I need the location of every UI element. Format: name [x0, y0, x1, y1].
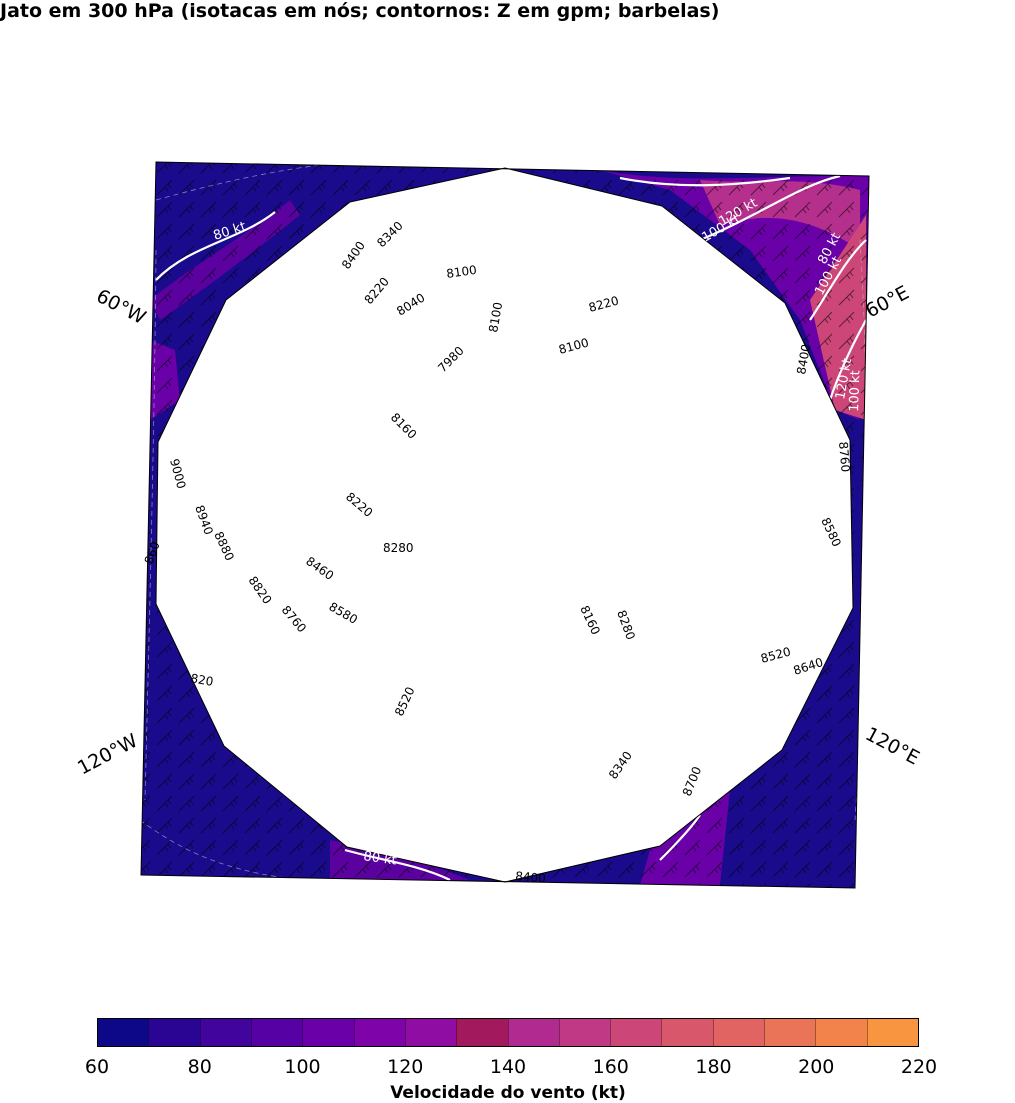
contour-label: 8760 [836, 441, 853, 473]
contour-label: 8400 [794, 343, 813, 376]
contour-label: 820 [189, 671, 214, 689]
colorbar-segment [199, 1019, 251, 1046]
lon-label-60e: 60°E [862, 282, 913, 323]
interior-void [155, 167, 854, 883]
colorbar-tick-label: 140 [489, 1056, 527, 1078]
colorbar-segment [507, 1019, 559, 1046]
colorbar-tick-label: 120 [387, 1056, 424, 1078]
isotach-label: 80 kt [362, 849, 397, 868]
colorbar-segment [661, 1019, 713, 1046]
colorbar-segment [764, 1019, 816, 1046]
colorbar-tick-label: 160 [592, 1056, 629, 1078]
colorbar-segment [610, 1019, 662, 1046]
colorbar-segment [558, 1019, 611, 1046]
isotach-contours [155, 174, 867, 881]
colorbar-segment [404, 1019, 457, 1046]
contour-label: 8280 [383, 541, 414, 555]
colorbar-label: Velocidade do vento (kt) [390, 1083, 626, 1103]
colorbar-tick-label: 60 [84, 1056, 110, 1078]
colorbar-segment [712, 1019, 765, 1046]
colorbar-segment [456, 1019, 508, 1046]
contour-label: 8100 [445, 263, 477, 281]
colorbar-tick-label: 100 [284, 1056, 321, 1078]
contour-label: 8400 [515, 869, 547, 886]
colorbar-segment [98, 1019, 149, 1046]
colorbar-segment [353, 1019, 405, 1046]
colorbar-segment [815, 1019, 867, 1046]
colorbar-segment [250, 1019, 303, 1046]
colorbar-segment [148, 1019, 200, 1046]
lon-label-120e: 120°E [862, 723, 923, 770]
colorbar-segment [866, 1019, 918, 1046]
colorbar-segment [302, 1019, 354, 1046]
contour-label: 8100 [486, 301, 505, 334]
chart-title: Jato em 300 hPa (isotacas em nós; contor… [0, 0, 720, 22]
colorbar-tick-label: 80 [187, 1056, 212, 1078]
isotach-label: 120 kt [833, 357, 855, 401]
colorbar-tick-label: 180 [695, 1056, 732, 1078]
lon-label-60w: 60°W [93, 285, 150, 329]
isotach-label: 100 kt [847, 370, 863, 412]
colorbar-tick-label: 200 [798, 1056, 835, 1078]
lon-label-120w: 120°W [74, 730, 142, 780]
colorbar-tick-label: 220 [900, 1056, 938, 1078]
colorbar [97, 1018, 919, 1047]
polar-map: 60°W 60°E 120°W 120°E 80 kt 80 kt 100 kt… [74, 161, 923, 889]
